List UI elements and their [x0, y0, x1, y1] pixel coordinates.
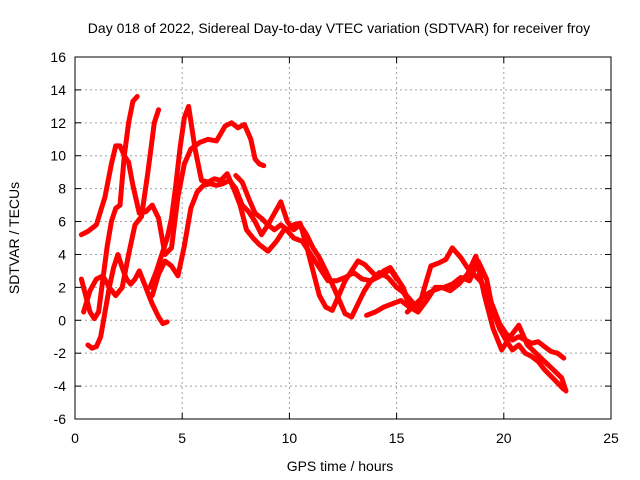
y-tick-label: 4	[58, 246, 66, 262]
x-tick-label: 0	[71, 430, 79, 446]
grid	[75, 57, 611, 419]
series-track-j	[404, 253, 569, 394]
series-track-d	[81, 107, 162, 315]
y-tick-label: 0	[58, 312, 66, 328]
plot-frame	[74, 56, 612, 420]
y-tick-label: 10	[50, 148, 66, 164]
y-tick-label: 16	[50, 49, 66, 65]
y-tick-label: 12	[50, 115, 66, 131]
series-track-f	[149, 177, 400, 320]
x-tick-label: 25	[603, 430, 619, 446]
x-tick-label: 10	[282, 430, 298, 446]
series-layer	[78, 94, 569, 394]
y-tick-label: -4	[54, 378, 67, 394]
x-tick-label: 20	[496, 430, 512, 446]
series-track-b	[78, 94, 140, 322]
series-track-g	[233, 173, 412, 313]
chart-title: Day 018 of 2022, Sidereal Day-to-day VTE…	[88, 20, 590, 36]
y-tick-label: -2	[54, 345, 67, 361]
y-tick-label: 14	[50, 82, 66, 98]
ticks: -6 -4 -2 0 2 4 6 8 10 12 14 16 0 5 10 15 20 25	[50, 49, 619, 446]
y-tick-label: 6	[58, 214, 66, 230]
x-tick-label: 5	[178, 430, 186, 446]
x-axis-label: GPS time / hours	[287, 458, 394, 474]
series-track-e	[147, 103, 417, 307]
x-tick-label: 15	[389, 430, 405, 446]
series-track-a	[78, 120, 267, 257]
y-tick-label: -6	[54, 411, 67, 427]
y-tick-label: 8	[58, 181, 66, 197]
y-axis-label: SDTVAR / TECUs	[6, 182, 22, 294]
y-tick-label: 2	[58, 279, 66, 295]
